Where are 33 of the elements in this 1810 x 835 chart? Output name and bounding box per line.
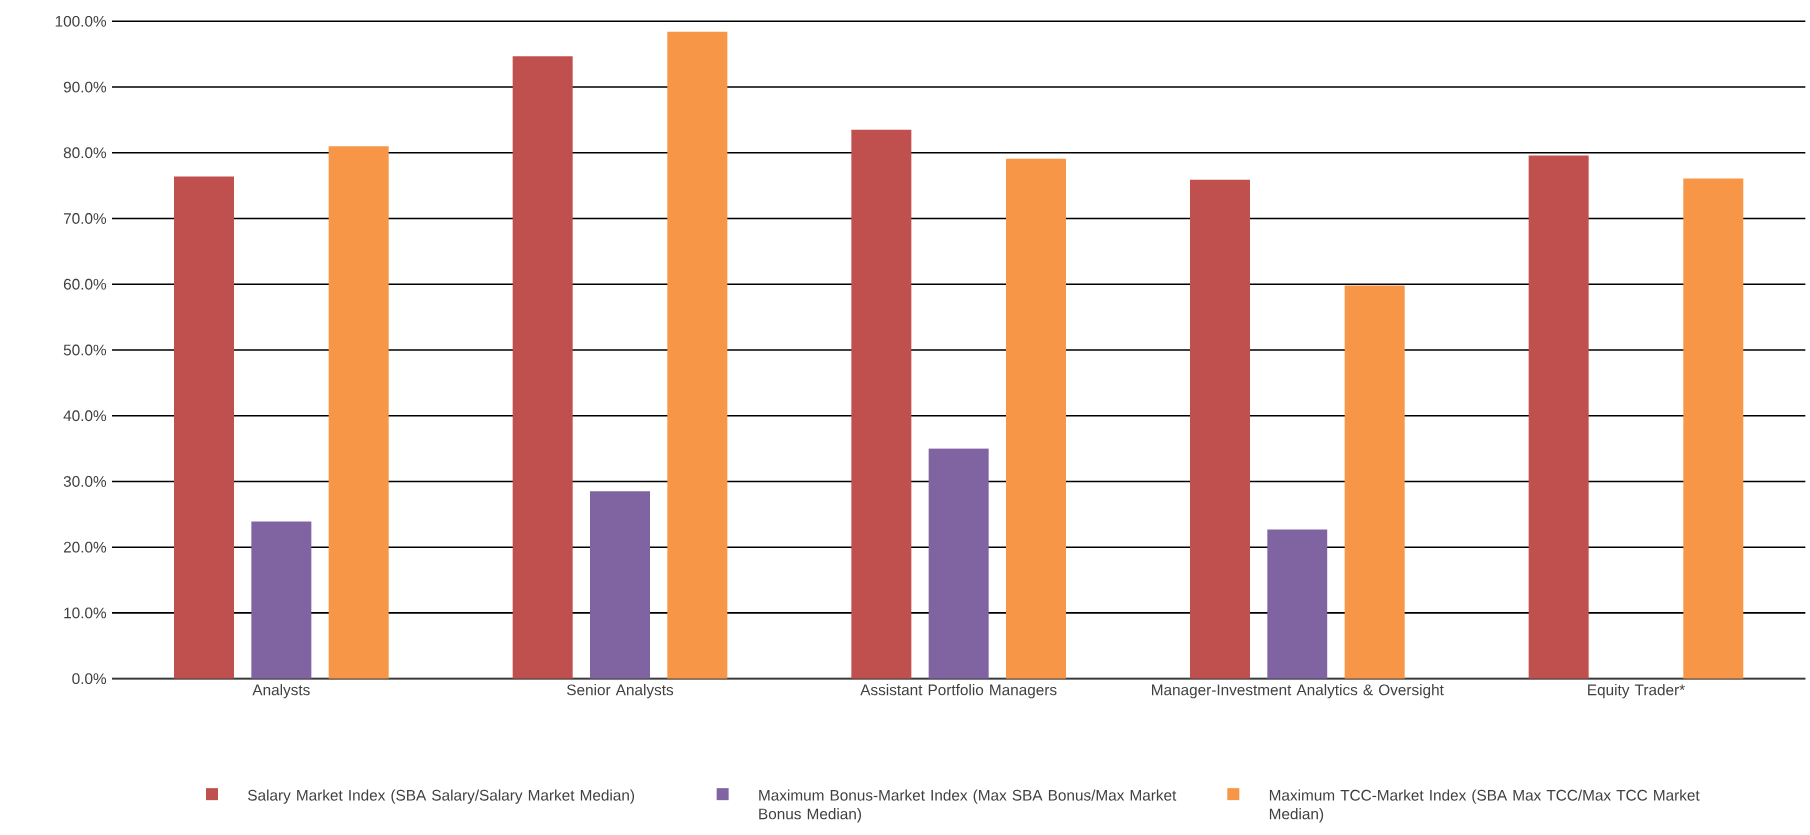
bar [1683,178,1744,679]
bar [328,146,389,679]
y-tick-label: 40.0% [63,410,107,422]
y-tick-label: 70.0% [63,213,107,225]
bar [851,129,912,679]
bar [251,521,312,679]
y-tick-label: 60.0% [63,279,107,290]
bar [1344,285,1405,679]
bar [1528,155,1589,679]
legend-label: Salary Market Index (SBA Salary/Salary Market Median) [248,789,635,804]
bar [590,491,650,679]
bar [928,448,989,679]
y-tick-label: 20.0% [63,541,107,553]
bar [1006,158,1067,679]
bar [1267,529,1328,679]
x-tick-label: Equity Trader* [1588,684,1685,699]
bar [174,176,235,679]
y-tick-label: 80.0% [63,147,107,159]
y-tick-label: 90.0% [63,81,107,93]
y-tick-label: 0.0% [72,673,107,685]
y-tick-label: 30.0% [63,476,107,488]
y-tick-label: 50.0% [63,344,107,356]
x-tick-label: Senior Analysts [567,684,674,699]
legend-label: Maximum Bonus-Market Index (Max SBA Bonus/Max Market Bonus Median) [759,789,1177,823]
x-tick-label: Manager-Investment Analytics & Oversight [1152,684,1444,699]
bar [667,32,728,679]
y-tick-label: 10.0% [64,607,107,619]
y-tick-label: 100.0% [55,16,107,27]
x-tick-label: Analysts [252,684,310,699]
bar [1190,179,1250,679]
x-tick-label: Assistant Portfolio Managers [860,684,1057,699]
bar [512,56,573,679]
legend-label: Maximum TCC-Market Index (SBA Max TCC/Max TCC Market Median) [1269,789,1700,823]
